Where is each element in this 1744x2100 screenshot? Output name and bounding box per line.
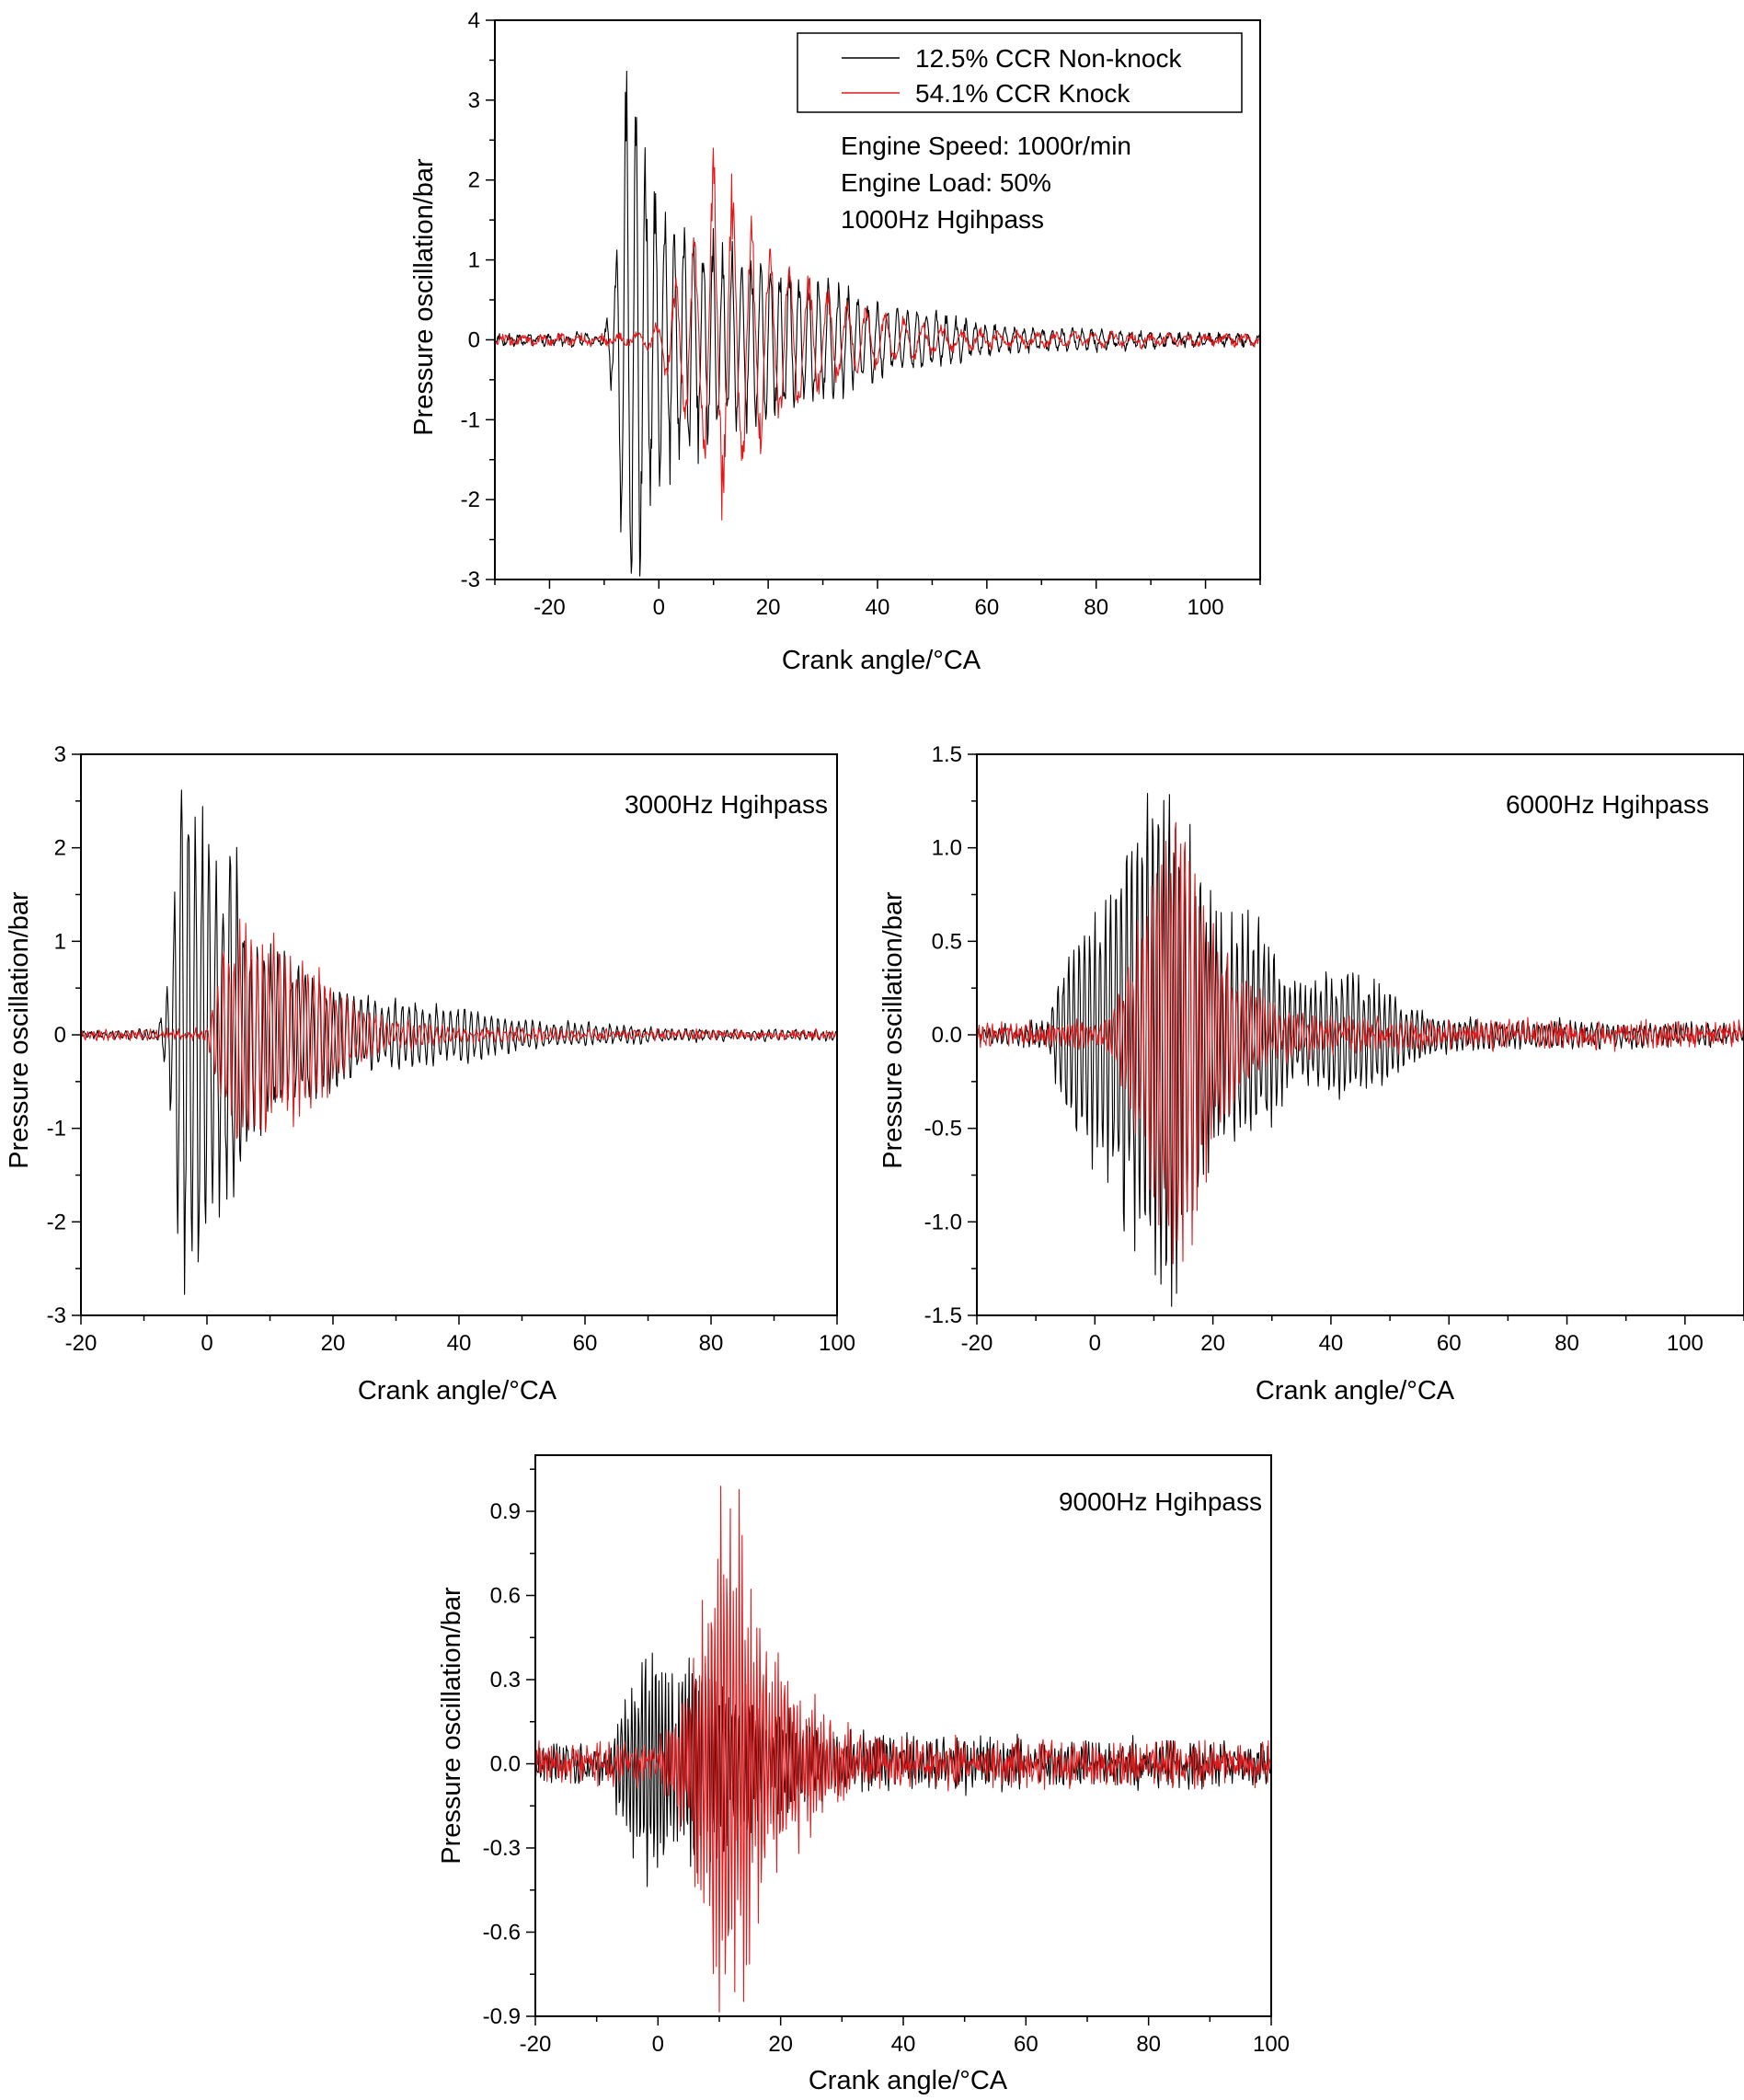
chart-1000hz-svg: -20 0 20 40 60 80 100 -3 -2 -1 0 1 2 3 4 Crank angle/°…	[409, 8, 1261, 675]
y-tick-label: 1.5	[932, 742, 962, 767]
x-tick-label: 60	[975, 595, 1000, 620]
legend-label-non-knock: 12.5% CCR Non-knock	[915, 44, 1182, 73]
series-line-knock	[81, 918, 837, 1140]
plot-area	[535, 1486, 1271, 2013]
y-tick-label: 0.5	[932, 929, 962, 954]
series-line-non-knock	[977, 793, 1744, 1307]
x-tick-label: 20	[1200, 1331, 1225, 1356]
y-tick-label: 0.6	[490, 1584, 521, 1609]
x-tick-label: 60	[1437, 1331, 1462, 1356]
x-tick-label: 80	[1555, 1331, 1579, 1356]
y-tick-label: -0.3	[483, 1836, 521, 1861]
y-axis-title: Pressure oscillation/bar	[437, 1587, 466, 1865]
chart-9000hz-svg: -20 0 20 40 60 80 100-0.9-0.6-0.30.00.30.60.9 …	[437, 1454, 1290, 2095]
plot-area	[495, 70, 1260, 577]
legend: 12.5% CCR Non-knock 54.1% CCR Knock	[797, 32, 1243, 113]
plot-area	[81, 789, 837, 1295]
chart-3000hz: -20 0 20 40 60 80 100 -3 -2 -1 0 1 2 3 Crank angle/°C…	[0, 736, 865, 1417]
y-tick-label: -2	[461, 488, 480, 512]
chart-9000hz: -20 0 20 40 60 80 100 -0.9 -0.6 -0.3 0.0 0.3 0.6 0.9 …	[432, 1435, 1306, 2100]
x-tick-label: 20	[768, 2032, 793, 2057]
y-tick-label: 3	[54, 742, 66, 767]
x-tick-label: 100	[1667, 1331, 1704, 1356]
axes: -20 0 20 40 60 80 100 -3 -2 -1 0 1 2 3 4	[461, 8, 1261, 620]
series-line-non-knock	[81, 789, 837, 1295]
y-tick-label: -0.6	[483, 1921, 521, 1945]
x-tick-label: 40	[447, 1331, 472, 1356]
chart-1000hz: -20 0 20 40 60 80 100 -3 -2 -1 0 1 2 3 4 Crank angle/°…	[405, 0, 1288, 681]
x-tick-label: 20	[756, 595, 781, 620]
x-tick-label: 0	[652, 2032, 664, 2057]
x-tick-label: 80	[699, 1331, 724, 1356]
legend-label-knock: 54.1% CCR Knock	[915, 79, 1130, 108]
y-tick-label: 0.0	[490, 1752, 521, 1777]
y-tick-label: 0.9	[490, 1499, 521, 1524]
y-tick-label: -1	[47, 1117, 66, 1142]
plot-area	[977, 793, 1744, 1307]
x-tick-label: 100	[1253, 2032, 1290, 2057]
axes: -20 0 20 40 60 80 100 -3 -2 -1 0 1 2 3	[47, 742, 855, 1356]
y-tick-label: -3	[461, 568, 480, 592]
legend-box	[797, 32, 1243, 113]
y-tick-label: -0.5	[924, 1117, 962, 1142]
x-tick-label: 60	[1014, 2032, 1038, 2057]
x-tick-label: 0	[201, 1331, 212, 1356]
annotation-engine-speed: Engine Speed: 1000r/min	[841, 132, 1131, 160]
y-tick-label: -3	[47, 1303, 66, 1328]
y-tick-label: -0.9	[483, 2004, 521, 2029]
y-tick-label: 1	[468, 248, 480, 273]
annotation-filter: 1000Hz Hgihpass	[841, 205, 1044, 234]
x-tick-label: 80	[1136, 2032, 1161, 2057]
y-tick-label: 4	[468, 8, 480, 33]
y-tick-label: 0	[468, 327, 480, 352]
y-axis-title: Pressure oscillation/bar	[878, 891, 908, 1169]
x-axis-title: Crank angle/°CA	[358, 1376, 557, 1406]
x-axis-title: Crank angle/°CA	[1256, 1376, 1455, 1406]
x-tick-label: 40	[866, 595, 890, 620]
y-tick-label: -2	[47, 1210, 66, 1234]
annotation-filter: 3000Hz Hgihpass	[625, 790, 828, 819]
chart-3000hz-svg: -20 0 20 40 60 80 100 -3 -2 -1 0 1 2 3 Crank angle/°C…	[5, 742, 855, 1406]
y-tick-label: 1	[54, 929, 66, 954]
chart-6000hz-svg: -20 0 20 40 60 80 100-1.5-1.0-0.50.00.51.01.5 …	[878, 742, 1744, 1406]
series-line-knock	[535, 1486, 1271, 2013]
y-axis-title: Pressure oscillation/bar	[409, 158, 439, 436]
x-tick-label: 0	[1089, 1331, 1101, 1356]
axes: -20 0 20 40 60 80 100 -0.9 -0.6 -0.3 0.0 0.3 0.6 0.9	[483, 1454, 1290, 2057]
y-tick-label: -1.0	[924, 1210, 962, 1234]
series-line-knock	[977, 821, 1744, 1265]
x-tick-label: 60	[573, 1331, 598, 1356]
chart-6000hz: -20 0 20 40 60 80 100 -1.5 -1.0 -0.5 0.0 0.5 1.0 1.5 …	[874, 736, 1744, 1417]
x-tick-label: -20	[65, 1331, 98, 1356]
y-tick-label: -1	[461, 407, 480, 432]
annotation-engine-load: Engine Load: 50%	[841, 168, 1051, 197]
y-tick-label: 0.0	[932, 1023, 962, 1048]
x-tick-label: 40	[891, 2032, 916, 2057]
y-tick-label: 0.3	[490, 1668, 521, 1693]
y-tick-label: 2	[468, 168, 480, 193]
annotation-filter: 9000Hz Hgihpass	[1059, 1487, 1262, 1516]
y-tick-label: 1.0	[932, 836, 962, 861]
x-tick-label: 40	[1319, 1331, 1344, 1356]
y-tick-label: 2	[54, 836, 66, 861]
y-tick-label: 0	[54, 1023, 66, 1048]
y-axis-title: Pressure oscillation/bar	[5, 891, 34, 1169]
x-axis-title: Crank angle/°CA	[809, 2066, 1008, 2095]
x-tick-label: 0	[653, 595, 665, 620]
series-line-knock	[495, 147, 1260, 521]
x-tick-label: 80	[1084, 595, 1108, 620]
x-tick-label: -20	[534, 595, 566, 620]
x-tick-label: -20	[961, 1331, 993, 1356]
x-tick-label: 100	[1188, 595, 1224, 620]
x-axis-title: Crank angle/°CA	[782, 646, 981, 675]
x-tick-label: 100	[819, 1331, 855, 1356]
annotation-filter: 6000Hz Hgihpass	[1506, 790, 1709, 819]
x-tick-label: 20	[321, 1331, 346, 1356]
y-tick-label: 3	[468, 88, 480, 113]
axes: -20 0 20 40 60 80 100 -1.5 -1.0 -0.5 0.0 0.5 1.0 1.5	[924, 742, 1744, 1356]
y-tick-label: -1.5	[924, 1303, 962, 1328]
x-tick-label: -20	[520, 2032, 552, 2057]
